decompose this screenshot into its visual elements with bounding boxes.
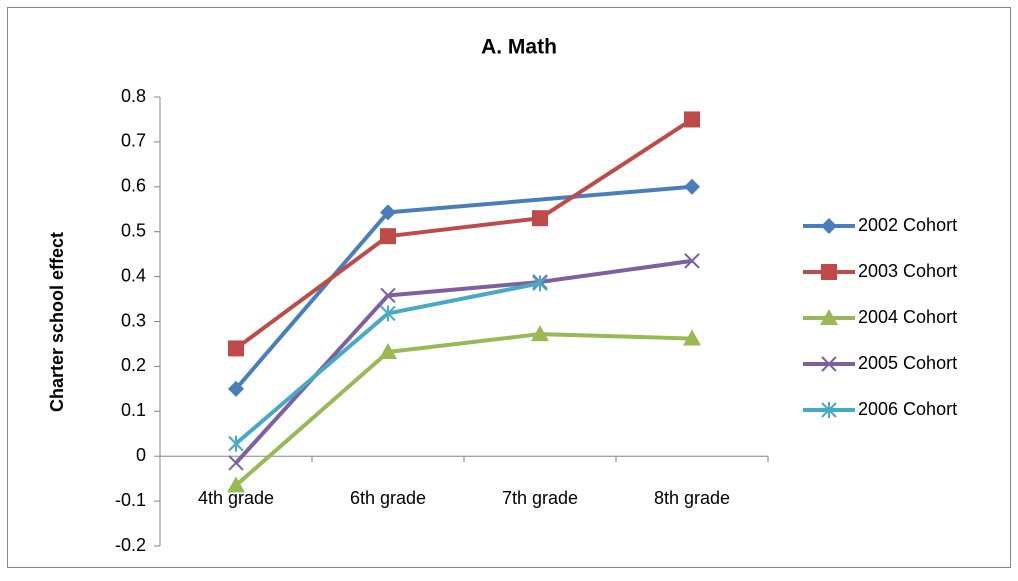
- legend-marker: [821, 264, 837, 280]
- y-tick-label: 0.4: [121, 265, 146, 285]
- x-tick-label: 8th grade: [654, 488, 730, 508]
- data-point: [228, 340, 244, 357]
- y-tick-label: 0.1: [121, 400, 146, 420]
- y-tick-label: 0.3: [121, 310, 146, 330]
- data-point: [228, 380, 244, 397]
- data-point: [380, 305, 396, 322]
- legend-label: 2005 Cohort: [858, 353, 957, 373]
- legend-label: 2003 Cohort: [858, 261, 957, 281]
- data-point: [380, 204, 396, 221]
- x-tick-label: 4th grade: [198, 488, 274, 508]
- series-line: [234, 332, 693, 487]
- y-tick-label: -0.1: [115, 490, 146, 510]
- series-line: [234, 117, 694, 351]
- data-point: [684, 178, 700, 195]
- data-point: [380, 228, 396, 245]
- legend-label: 2002 Cohort: [858, 215, 957, 235]
- data-point: [227, 476, 245, 493]
- data-point: [532, 210, 548, 227]
- data-point: [380, 287, 396, 304]
- chart-title: A. Math: [481, 36, 557, 59]
- legend-marker: [820, 309, 838, 325]
- legend-label: 2006 Cohort: [858, 399, 957, 419]
- data-point: [531, 325, 549, 342]
- y-tick-label: 0.2: [121, 355, 146, 375]
- data-point: [683, 329, 701, 346]
- y-tick-label: 0.8: [121, 86, 146, 106]
- data-point: [684, 253, 700, 269]
- legend-label: 2004 Cohort: [858, 307, 957, 327]
- y-tick-label: -0.2: [115, 535, 146, 555]
- data-point: [684, 111, 700, 128]
- y-tick-label: 0: [136, 445, 146, 465]
- y-tick-label: 0.5: [121, 220, 146, 240]
- y-tick-label: 0.7: [121, 131, 146, 151]
- legend-marker: [821, 218, 837, 234]
- x-tick-label: 7th grade: [502, 488, 578, 508]
- data-point: [379, 343, 397, 360]
- legend-marker: [821, 402, 837, 418]
- x-tick-label: 6th grade: [350, 488, 426, 508]
- data-point: [228, 455, 244, 471]
- legend-marker: [821, 356, 837, 372]
- data-point: [532, 275, 548, 292]
- data-point: [228, 435, 244, 452]
- y-axis-label: Charter school effect: [47, 232, 67, 412]
- y-tick-label: 0.6: [121, 176, 146, 196]
